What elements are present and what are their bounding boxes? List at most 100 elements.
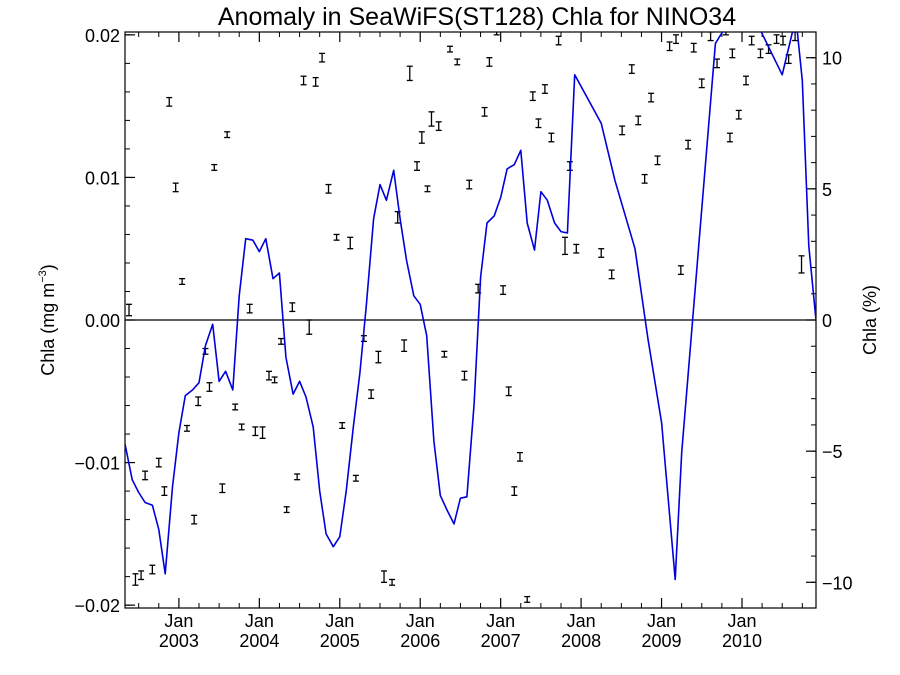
error-bar-point	[142, 470, 149, 481]
x-tick-year: 2009	[642, 631, 682, 651]
error-bar-point	[406, 65, 413, 82]
x-tick-year: 2005	[320, 631, 360, 651]
error-bar-series	[126, 32, 805, 603]
x-tick-month: Jan	[164, 611, 193, 631]
right-axis: 10 5 0 −5 −10	[806, 49, 853, 593]
error-bar-point	[424, 185, 431, 193]
error-bar-point	[211, 163, 218, 171]
error-bar-point	[195, 396, 202, 407]
error-bar-point	[535, 118, 542, 129]
error-bar-point	[149, 564, 156, 575]
error-bar-point	[278, 337, 285, 345]
y-axis-left-label: Chla (mg m−3)	[37, 264, 58, 376]
error-bar-point	[191, 514, 198, 525]
error-bar-point	[368, 389, 375, 400]
error-bar-point	[722, 32, 729, 36]
x-tick-year: 2004	[239, 631, 279, 651]
x-tick-year: 2003	[159, 631, 199, 651]
error-bar-point	[757, 48, 764, 59]
error-bar-point	[126, 303, 133, 317]
error-bar-point	[500, 285, 507, 295]
x-tick-month: Jan	[325, 611, 354, 631]
error-bar-point	[219, 483, 226, 494]
x-tick-year: 2010	[722, 631, 762, 651]
error-bar-point	[573, 243, 580, 254]
error-bar-point	[780, 35, 787, 46]
error-bar-point	[306, 319, 313, 335]
error-bar-point	[714, 58, 721, 69]
error-bar-point	[773, 34, 780, 45]
error-bar-point	[798, 255, 805, 274]
error-bar-point	[132, 573, 139, 586]
error-bar-point	[138, 570, 145, 581]
x-tick-month: Jan	[406, 611, 435, 631]
error-bar-point	[529, 91, 536, 102]
error-bar-point	[294, 473, 301, 481]
error-bar-point	[641, 173, 648, 184]
error-bar-point	[466, 179, 473, 190]
error-bar-point	[486, 57, 493, 67]
error-bar-point	[381, 570, 388, 583]
error-bar-point	[166, 96, 173, 107]
error-bar-point	[511, 486, 518, 497]
error-bar-point	[339, 422, 346, 430]
left-tick-label: −0.02	[74, 596, 120, 616]
error-bar-point	[252, 426, 259, 437]
error-bar-point	[389, 578, 396, 586]
error-bar-point	[375, 350, 382, 364]
error-bar-point	[516, 451, 523, 462]
error-bar-point	[414, 161, 421, 171]
error-bar-point	[685, 139, 692, 150]
error-bar-point	[698, 78, 705, 89]
error-bar-point	[493, 32, 500, 36]
left-axis: 0.02 0.01 0.00 −0.01 −0.02	[74, 26, 135, 616]
error-bar-point	[635, 115, 642, 126]
x-tick-year: 2007	[481, 631, 521, 651]
x-tick-month: Jan	[567, 611, 596, 631]
x-tick-year: 2008	[561, 631, 601, 651]
right-tick-label: 0	[822, 311, 832, 331]
left-tick-label: 0.00	[85, 311, 120, 331]
error-bar-point	[729, 48, 736, 59]
error-bar-point	[726, 132, 733, 143]
error-bar-point	[428, 111, 435, 127]
x-tick-month: Jan	[245, 611, 274, 631]
error-bar-point	[461, 370, 468, 381]
error-bar-point	[300, 75, 307, 86]
error-bar-point	[548, 132, 555, 143]
right-tick-label: −10	[822, 573, 853, 593]
error-bar-point	[155, 457, 162, 468]
x-tick-month: Jan	[486, 611, 515, 631]
error-bar-point	[735, 109, 742, 120]
error-bar-point	[505, 386, 512, 397]
left-tick-label: 0.02	[85, 26, 120, 46]
right-tick-label: 5	[822, 180, 832, 200]
right-tick-label: 10	[822, 49, 842, 69]
y-axis-right-label: Chla (%)	[860, 285, 880, 355]
error-bar-point	[224, 131, 231, 139]
error-bar-point	[325, 183, 332, 194]
error-bar-point	[648, 92, 655, 103]
left-tick-label: −0.01	[74, 454, 120, 474]
error-bar-point	[289, 302, 296, 313]
error-bar-point	[524, 595, 531, 603]
error-bar-point	[232, 403, 239, 411]
error-bar-point	[333, 233, 340, 241]
error-bar-point	[265, 370, 272, 381]
x-axis: Jan2003Jan2004Jan2005Jan2006Jan2007Jan20…	[138, 32, 803, 651]
error-bar-point	[628, 64, 635, 74]
error-bar-point	[161, 486, 168, 497]
error-bar-point	[441, 350, 448, 358]
error-bar-point	[418, 131, 425, 144]
error-bar-point	[446, 45, 453, 53]
error-bar-point	[673, 34, 680, 45]
error-bar-point	[352, 474, 359, 482]
error-bar-point	[172, 182, 179, 193]
error-bar-point	[246, 303, 253, 314]
error-bar-point	[654, 155, 661, 166]
error-bar-point	[401, 339, 408, 353]
error-bar-point	[283, 506, 290, 514]
error-bar-point	[271, 376, 278, 384]
x-tick-year: 2006	[400, 631, 440, 651]
